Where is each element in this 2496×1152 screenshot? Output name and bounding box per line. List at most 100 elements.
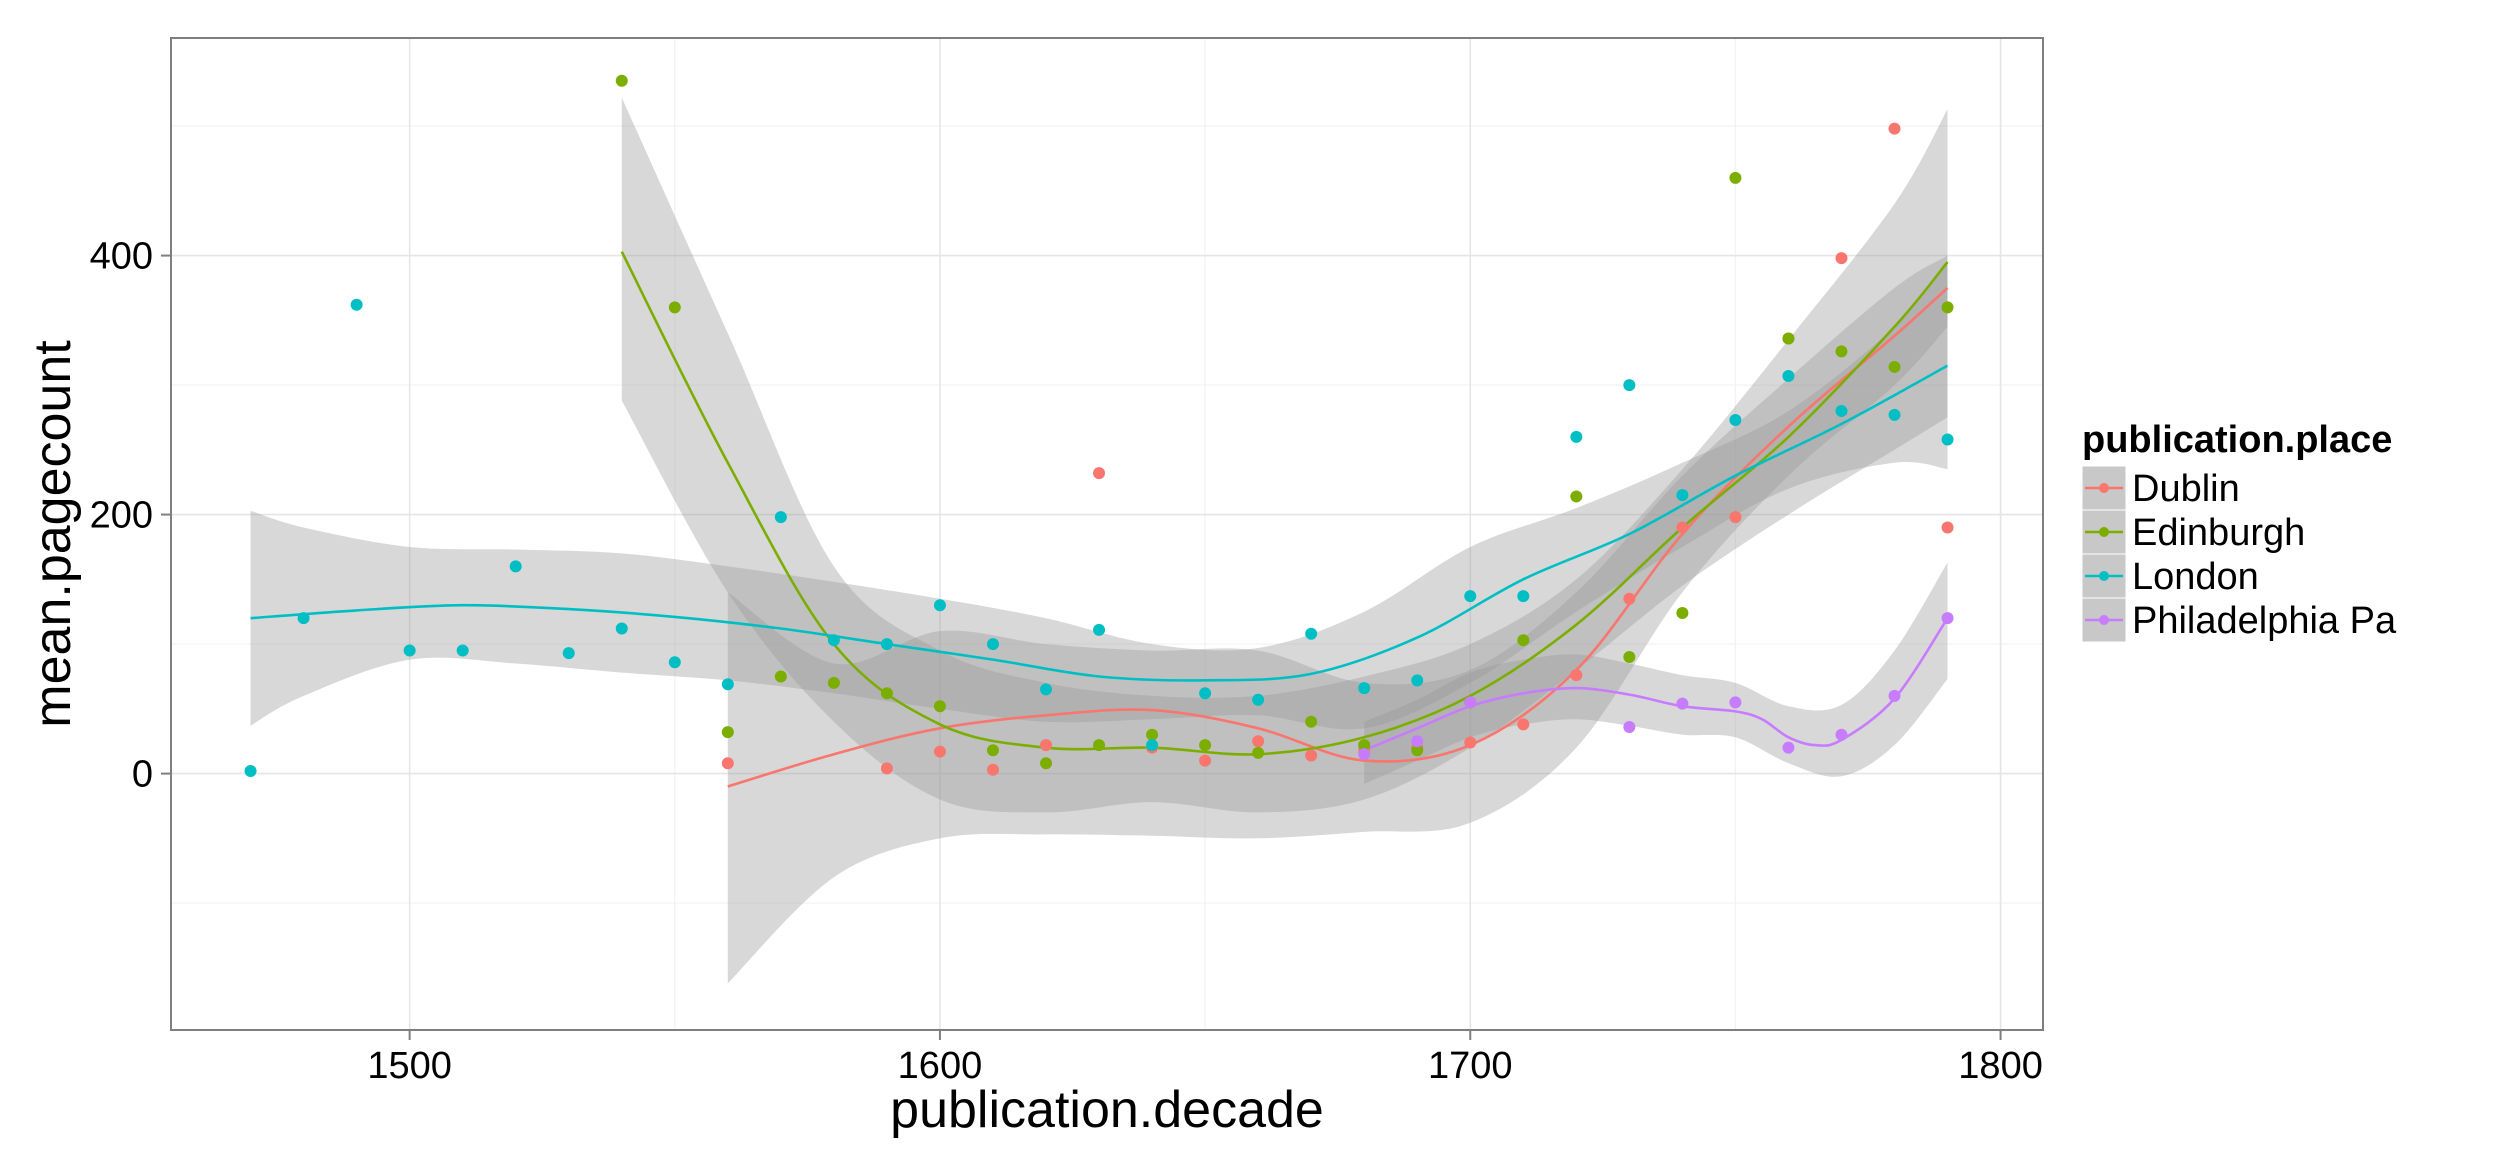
x-tick-label: 1800: [1958, 1045, 2043, 1087]
data-point-london: [1570, 430, 1583, 443]
data-point-dublin: [721, 757, 734, 770]
x-axis-label: publication.decade: [890, 1081, 1324, 1139]
grid-minor: [171, 38, 2043, 1030]
data-point-philadelphia-pa: [1729, 696, 1742, 709]
data-point-london: [350, 298, 363, 311]
data-point-philadelphia-pa: [1941, 612, 1954, 625]
y-axis-label: mean.pagecount: [24, 340, 82, 728]
data-point-dublin: [1676, 521, 1689, 534]
y-tick-label: 200: [90, 495, 153, 537]
data-point-edinburgh: [774, 670, 787, 683]
data-point-london: [827, 634, 840, 647]
data-point-dublin: [1888, 122, 1901, 135]
smooth-line-london: [250, 364, 1949, 682]
data-point-london: [562, 647, 575, 660]
data-point-philadelphia-pa: [1358, 748, 1371, 761]
data-point-london: [1305, 627, 1318, 640]
data-point-london: [880, 638, 893, 651]
plot-panel: [170, 37, 2044, 1031]
data-point-edinburgh: [1305, 715, 1318, 728]
legend-key-point-dublin: [2099, 483, 2109, 493]
data-point-london: [1517, 590, 1530, 603]
data-point-edinburgh: [880, 687, 893, 700]
data-point-edinburgh: [933, 700, 946, 713]
data-point-london: [1888, 408, 1901, 421]
data-point-london: [1782, 370, 1795, 383]
legend-key-point-philadelphia-pa: [2099, 615, 2109, 625]
data-point-philadelphia-pa: [1411, 735, 1424, 748]
data-point-london: [1146, 739, 1159, 752]
data-point-london: [1464, 590, 1477, 603]
data-point-dublin: [880, 762, 893, 775]
data-point-edinburgh: [668, 301, 681, 314]
data-point-london: [509, 560, 522, 573]
legend-title: publication.place: [2082, 419, 2392, 461]
legend-key-point-edinburgh: [2099, 527, 2109, 537]
data-point-philadelphia-pa: [1676, 697, 1689, 710]
data-point-edinburgh: [1941, 301, 1954, 314]
data-point-philadelphia-pa: [1888, 689, 1901, 702]
data-point-dublin: [1464, 736, 1477, 749]
data-point-dublin: [1835, 252, 1848, 265]
smooth-line-dublin: [727, 286, 1949, 788]
data-point-philadelphia-pa: [1623, 720, 1636, 733]
data-points: [244, 74, 1954, 777]
data-point-dublin: [933, 745, 946, 758]
data-point-edinburgh: [1252, 746, 1265, 759]
data-point-dublin: [986, 763, 999, 776]
data-point-edinburgh: [1040, 757, 1053, 770]
data-point-edinburgh: [721, 726, 734, 739]
legend-label-edinburgh: Edinburgh: [2132, 512, 2305, 554]
confidence-band-london: [250, 262, 1948, 730]
data-point-london: [615, 622, 628, 635]
data-point-london: [1411, 674, 1424, 687]
data-point-edinburgh: [986, 744, 999, 757]
data-point-london: [1623, 379, 1636, 392]
data-point-edinburgh: [1093, 739, 1106, 752]
data-point-edinburgh: [1782, 332, 1795, 345]
x-tick-label: 1600: [898, 1045, 983, 1087]
data-point-london: [1835, 404, 1848, 417]
data-point-edinburgh: [1888, 360, 1901, 373]
data-point-london: [933, 599, 946, 612]
data-point-london: [668, 656, 681, 669]
data-point-dublin: [1252, 735, 1265, 748]
legend-label-london: London: [2132, 556, 2259, 598]
data-point-philadelphia-pa: [1782, 741, 1795, 754]
legend-label-dublin: Dublin: [2132, 468, 2240, 510]
data-point-london: [1040, 683, 1053, 696]
data-point-london: [986, 638, 999, 651]
x-tick-label: 1500: [367, 1045, 452, 1087]
data-point-london: [297, 612, 310, 625]
data-point-edinburgh: [1623, 651, 1636, 664]
plot-border: [170, 37, 2044, 1031]
data-point-edinburgh: [1199, 739, 1212, 752]
data-point-edinburgh: [1411, 744, 1424, 757]
data-point-london: [774, 511, 787, 524]
data-point-dublin: [1040, 739, 1053, 752]
data-point-london: [721, 678, 734, 691]
data-point-london: [403, 644, 416, 657]
legend-label-philadelphia-pa: Philadelphia Pa: [2132, 600, 2397, 642]
confidence-band-edinburgh: [621, 97, 1948, 813]
data-point-dublin: [1941, 521, 1954, 534]
y-tick-label: 400: [90, 236, 153, 278]
data-point-london: [1199, 687, 1212, 700]
data-point-london: [1941, 433, 1954, 446]
data-point-london: [1676, 489, 1689, 502]
y-tick-label: 0: [132, 754, 153, 796]
data-point-edinburgh: [1358, 739, 1371, 752]
data-point-dublin: [1570, 669, 1583, 682]
data-point-london: [456, 644, 469, 657]
legend-key-point-london: [2099, 571, 2109, 581]
data-point-edinburgh: [827, 676, 840, 689]
data-point-philadelphia-pa: [1835, 728, 1848, 741]
data-point-london: [1729, 414, 1742, 427]
x-tick-label: 1700: [1428, 1045, 1513, 1087]
data-point-edinburgh: [1729, 171, 1742, 184]
smooth-lines: [250, 251, 1949, 788]
data-point-edinburgh: [1676, 606, 1689, 619]
y-axis: 0 200 400: [90, 236, 171, 796]
data-point-edinburgh: [1835, 345, 1848, 358]
